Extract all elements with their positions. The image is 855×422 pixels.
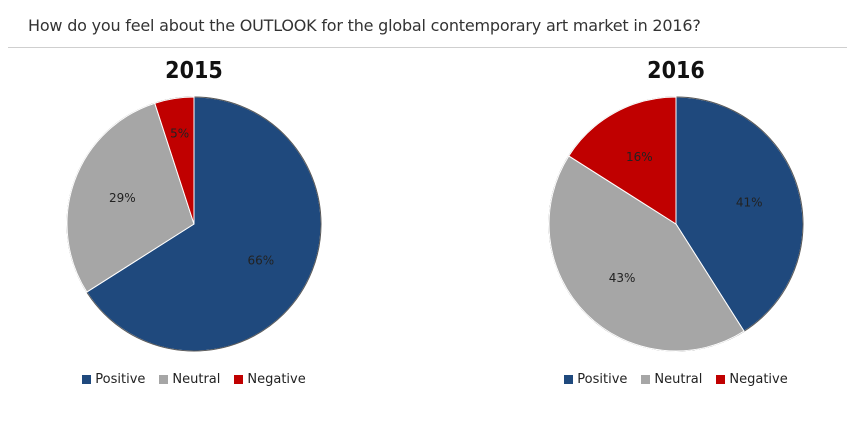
slice-label-negative: 16% — [626, 150, 653, 164]
legend-item-positive: Positive — [564, 372, 627, 387]
pie-slice-neutral — [548, 155, 745, 352]
slice-label-neutral: 29% — [109, 191, 136, 205]
legend-label: Positive — [577, 372, 628, 387]
slice-label-positive: 41% — [736, 196, 763, 210]
slice-label-negative: 5% — [170, 127, 189, 141]
slice-label-neutral: 43% — [609, 271, 636, 285]
legend-label: Neutral — [172, 372, 221, 387]
legend-swatch-neutral — [159, 375, 169, 384]
legend-label: Neutral — [654, 372, 703, 387]
legend-item-negative: Negative — [716, 372, 788, 387]
legend-item-neutral: Neutral — [641, 372, 702, 387]
header-divider — [8, 47, 847, 48]
legend: Positive Neutral Negative — [44, 372, 344, 387]
legend-item-positive: Positive — [82, 372, 145, 387]
pie-svg: 66% 29% 5% — [66, 96, 322, 352]
legend-item-neutral: Neutral — [159, 372, 220, 387]
pie-slice-neutral — [66, 102, 195, 293]
survey-question: How do you feel about the OUTLOOK for th… — [28, 16, 701, 35]
pie-slice-negative — [568, 96, 677, 225]
legend-label: Negative — [729, 372, 788, 387]
chart-title: 2015 — [165, 58, 223, 84]
legend-item-negative: Negative — [234, 372, 306, 387]
pie-slice-negative — [154, 96, 195, 225]
pie-svg: 41% 43% 16% — [548, 96, 804, 352]
chart-title: 2016 — [647, 58, 705, 84]
legend-swatch-negative — [716, 375, 726, 384]
legend-label: Negative — [247, 372, 306, 387]
legend-swatch-negative — [234, 375, 244, 384]
legend-swatch-positive — [82, 375, 92, 384]
pie-chart-2016: 2016 41% 43% 16% Positive Neutral Negative — [526, 52, 826, 412]
legend-label: Positive — [95, 372, 146, 387]
legend-swatch-neutral — [641, 375, 651, 384]
pie-chart-2015: 2015 66% 29% 5% Positive Neutral Negative — [44, 52, 344, 412]
legend-swatch-positive — [564, 375, 574, 384]
slice-label-positive: 66% — [247, 254, 274, 268]
legend: Positive Neutral Negative — [526, 372, 826, 387]
